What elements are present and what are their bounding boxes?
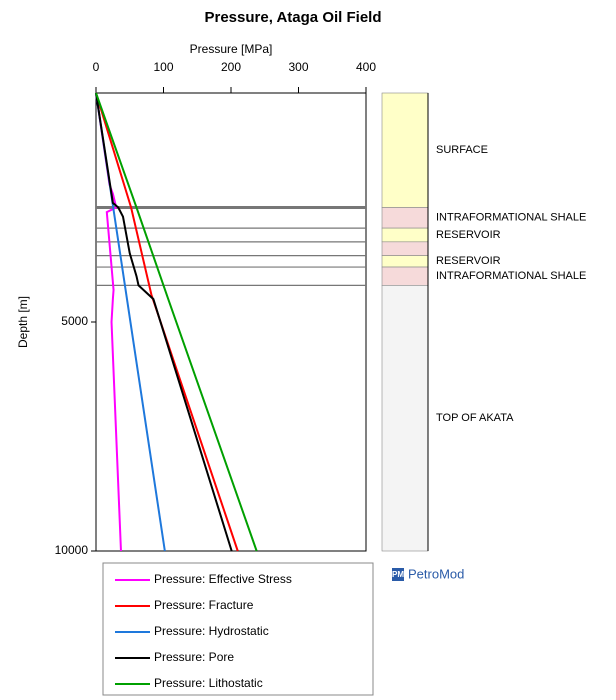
plot-frame [96, 93, 366, 551]
logo-icon: PM [392, 570, 404, 579]
x-tick-label: 0 [93, 60, 100, 74]
y-axis-label: Depth [m] [16, 296, 30, 348]
lithology-label: RESERVOIR [436, 229, 501, 241]
y-tick-label: 10000 [55, 543, 89, 557]
lithology-label: SURFACE [436, 144, 488, 156]
lithology-layer [382, 93, 428, 208]
logo: PetroMod [408, 566, 464, 581]
x-axis-label: Pressure [MPa] [190, 42, 273, 56]
series-line [96, 93, 257, 551]
x-tick-label: 100 [153, 60, 173, 74]
y-tick-label: 5000 [61, 314, 88, 328]
lithology-layer [382, 242, 428, 256]
legend-label: Pressure: Fracture [154, 598, 254, 612]
lithology-label: TOP OF AKATA [436, 412, 514, 424]
legend-label: Pressure: Pore [154, 650, 234, 664]
legend-label: Pressure: Hydrostatic [154, 624, 269, 638]
x-tick-label: 200 [221, 60, 241, 74]
lithology-label: INTRAFORMATIONAL SHALE [436, 270, 586, 282]
x-tick-label: 300 [288, 60, 308, 74]
lithology-layer [382, 256, 428, 267]
legend-label: Pressure: Effective Stress [154, 572, 292, 586]
lithology-label: RESERVOIR [436, 255, 501, 267]
lithology-label: INTRAFORMATIONAL SHALE [436, 212, 586, 224]
legend-label: Pressure: Lithostatic [154, 676, 263, 690]
x-tick-label: 400 [356, 60, 376, 74]
lithology-layer [382, 228, 428, 242]
lithology-layer [382, 267, 428, 285]
chart-title: Pressure, Ataga Oil Field [204, 9, 381, 26]
chart: Pressure, Ataga Oil Field Pressure [MPa]… [0, 0, 616, 700]
lithology-layer [382, 285, 428, 551]
lithology-layer [382, 208, 428, 229]
